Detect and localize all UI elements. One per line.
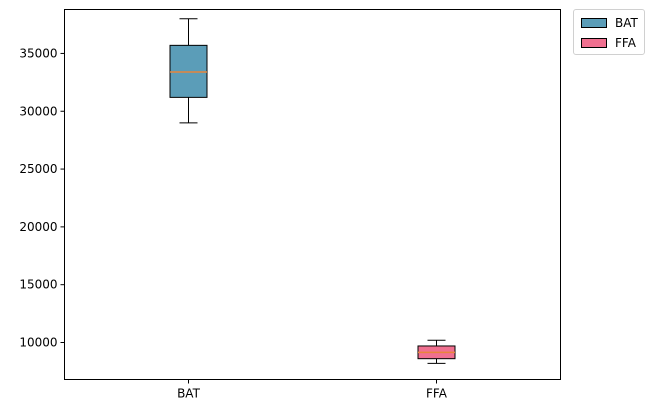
boxes-layer bbox=[169, 18, 456, 364]
y-tick-label: 15000 bbox=[19, 278, 57, 292]
y-axis: 10000 15000 20000 25000 30000 35000 bbox=[19, 46, 65, 350]
legend-swatch-bat bbox=[581, 18, 607, 28]
y-tick-label: 10000 bbox=[19, 336, 57, 350]
y-tick-label: 30000 bbox=[19, 104, 57, 118]
x-tick-label: BAT bbox=[177, 387, 201, 401]
legend-swatch-ffa bbox=[581, 38, 607, 48]
box-ffa bbox=[417, 339, 456, 364]
legend-label-bat: BAT bbox=[615, 16, 638, 30]
plot-frame bbox=[64, 9, 561, 380]
x-axis: BAT FFA bbox=[177, 379, 448, 401]
legend-item-bat: BAT bbox=[581, 16, 638, 30]
y-tick-label: 25000 bbox=[19, 162, 57, 176]
x-tick-label: FFA bbox=[426, 387, 448, 401]
legend-label-ffa: FFA bbox=[615, 36, 636, 50]
y-tick-label: 35000 bbox=[19, 46, 57, 60]
legend-item-ffa: FFA bbox=[581, 36, 636, 50]
box-bat bbox=[169, 18, 208, 124]
y-tick-label: 20000 bbox=[19, 220, 57, 234]
legend: BAT FFA bbox=[573, 9, 645, 55]
